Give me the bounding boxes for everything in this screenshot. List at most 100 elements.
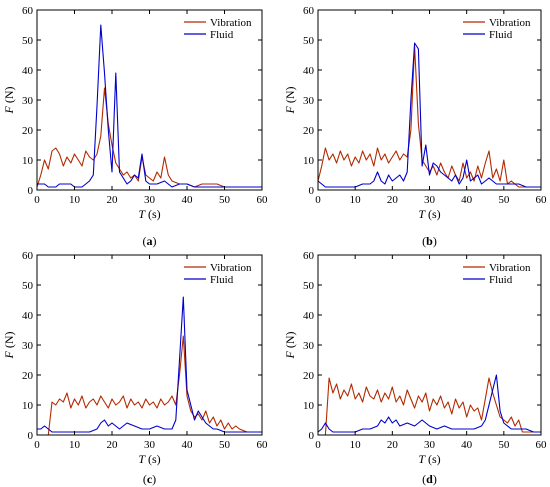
- legend-entry-vibration: Vibration: [489, 262, 531, 274]
- x-tick-label: 10: [69, 439, 81, 451]
- y-tick-label: 20: [22, 125, 34, 137]
- y-tick-label: 30: [22, 95, 34, 107]
- x-tick-label: 50: [219, 439, 231, 451]
- x-axis-label-var: T: [138, 452, 146, 466]
- series-line-fluid: [37, 24, 262, 188]
- x-axis-label-unit: (s): [425, 452, 441, 466]
- series-line-fluid: [37, 296, 262, 433]
- legend-entry-fluid: Fluid: [210, 29, 234, 41]
- x-tick-label: 50: [498, 194, 510, 206]
- series-line-fluid: [317, 374, 541, 433]
- y-axis-label-unit: (N): [283, 86, 297, 106]
- y-axis-label-var: F: [2, 106, 16, 115]
- x-tick-label: 20: [107, 194, 119, 206]
- x-axis-label-unit: (s): [145, 452, 161, 466]
- y-tick-label: 40: [22, 65, 34, 77]
- series-line-fluid: [317, 42, 541, 188]
- y-tick-label: 10: [303, 400, 315, 412]
- series-line-vibration: [318, 377, 541, 436]
- legend-entry-vibration: Vibration: [489, 17, 531, 29]
- y-tick-label: 30: [303, 95, 315, 107]
- x-axis-label-var: T: [418, 207, 426, 221]
- panel-label-open: (: [143, 472, 147, 486]
- legend-entry-fluid: Fluid: [489, 274, 513, 286]
- y-tick-label: 40: [303, 310, 315, 322]
- x-axis-label: T (s): [138, 207, 160, 221]
- panel-label-letter: b: [426, 234, 433, 248]
- x-tick-label: 30: [424, 439, 436, 451]
- y-tick-label: 40: [303, 65, 315, 77]
- y-tick-label: 30: [22, 340, 34, 352]
- y-tick-label: 50: [303, 280, 315, 292]
- y-tick-label: 50: [22, 35, 34, 47]
- x-tick-label: 40: [182, 439, 194, 451]
- y-tick-label: 20: [22, 370, 34, 382]
- panel-label: (b): [422, 234, 437, 248]
- y-tick-label: 0: [28, 185, 34, 197]
- panel-label-close: ): [433, 234, 437, 248]
- x-tick-label: 20: [107, 439, 119, 451]
- y-axis-label-unit: (N): [2, 86, 16, 106]
- panel-label-close: ): [433, 472, 437, 486]
- y-axis-label-var: F: [283, 351, 297, 360]
- chart-panel-d: 0 10 20 30 40 50 60 0 10 20 30 40 50 60 T (s) F (N) Vibr…: [283, 250, 547, 486]
- panel-label-letter: c: [147, 472, 153, 486]
- y-tick-label: 60: [303, 250, 315, 262]
- y-tick-label: 40: [22, 310, 34, 322]
- x-tick-label: 50: [219, 194, 231, 206]
- y-tick-label: 10: [22, 400, 34, 412]
- panel-label: (d): [422, 472, 437, 486]
- y-tick-label: 60: [22, 5, 34, 17]
- x-tick-label: 30: [424, 194, 436, 206]
- series-line-vibration: [317, 45, 541, 188]
- panel-label-letter: a: [147, 234, 153, 248]
- y-tick-label: 60: [303, 5, 315, 17]
- y-axis-label: F (N): [2, 331, 16, 359]
- y-tick-label: 10: [22, 155, 34, 167]
- x-tick-label: 60: [257, 194, 269, 206]
- x-tick-label: 10: [350, 439, 362, 451]
- y-tick-label: 30: [303, 340, 315, 352]
- x-tick-label: 60: [536, 194, 548, 206]
- x-axis-label: T (s): [418, 207, 440, 221]
- x-tick-label: 0: [315, 439, 321, 451]
- x-axis-label-unit: (s): [145, 207, 161, 221]
- y-axis-label-unit: (N): [2, 331, 16, 351]
- chart-panel-a: 0 10 20 30 40 50 60 0 10 20 30 40 50 60 T (s) F (N) Vibr…: [2, 5, 268, 248]
- x-axis-label-var: T: [418, 452, 426, 466]
- y-axis-label-var: F: [2, 351, 16, 360]
- x-tick-label: 0: [34, 439, 40, 451]
- y-axis-label: F (N): [2, 86, 16, 114]
- x-tick-label: 10: [350, 194, 362, 206]
- x-tick-label: 40: [461, 194, 473, 206]
- y-axis-label: F (N): [283, 86, 297, 114]
- x-tick-label: 40: [461, 439, 473, 451]
- panel-label-close: ): [153, 234, 157, 248]
- y-tick-label: 60: [22, 250, 34, 262]
- x-tick-label: 10: [69, 194, 81, 206]
- panel-label: (c): [143, 472, 156, 486]
- panel-label-letter: d: [426, 472, 433, 486]
- chart-panel-c: 0 10 20 30 40 50 60 0 10 20 30 40 50 60 T (s) F (N) Vibr…: [2, 250, 268, 486]
- x-tick-label: 20: [387, 439, 399, 451]
- x-axis-label: T (s): [138, 452, 160, 466]
- y-tick-label: 10: [303, 155, 315, 167]
- x-tick-label: 0: [34, 194, 40, 206]
- panel-label-close: ): [152, 472, 156, 486]
- panel-label-open: (: [143, 234, 147, 248]
- x-axis-label-var: T: [138, 207, 146, 221]
- y-tick-label: 0: [309, 185, 315, 197]
- y-tick-label: 20: [303, 125, 315, 137]
- x-tick-label: 30: [144, 194, 156, 206]
- panel-label-open: (: [422, 472, 426, 486]
- chart-panel-b: 0 10 20 30 40 50 60 0 10 20 30 40 50 60 T (s) F (N) Vibr…: [283, 5, 547, 248]
- series-line-vibration: [37, 335, 262, 436]
- x-tick-label: 40: [182, 194, 194, 206]
- y-axis-label: F (N): [283, 331, 297, 359]
- legend-entry-fluid: Fluid: [489, 29, 513, 41]
- x-tick-label: 0: [315, 194, 321, 206]
